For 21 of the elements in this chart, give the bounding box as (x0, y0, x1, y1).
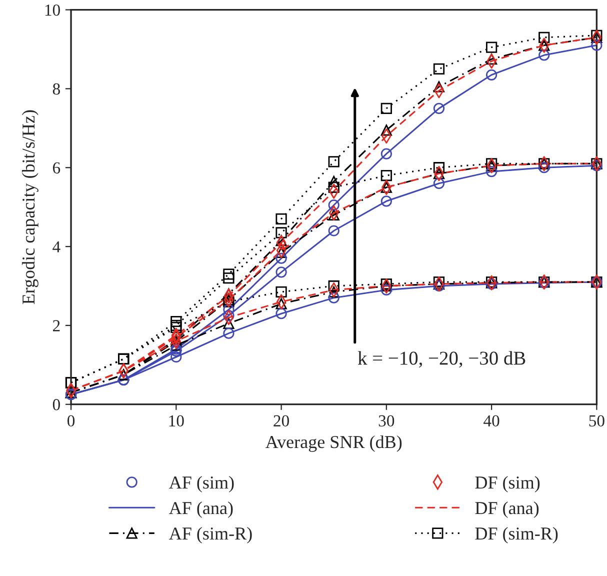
legend-label: AF (ana) (169, 501, 233, 518)
y-axis-title: Ergodic capacity (bit/s/Hz) (22, 110, 38, 304)
y-tick-label: 0 (52, 399, 60, 410)
x-tick-label: 20 (274, 415, 289, 426)
x-tick-label: 10 (169, 415, 184, 426)
legend-label: AF (sim) (169, 476, 234, 492)
legend-label: DF (sim-R) (475, 526, 558, 544)
y-tick-label: 8 (52, 83, 60, 95)
x-tick-label: 0 (67, 415, 75, 426)
y-tick-label: 10 (45, 4, 60, 16)
x-axis-title: Average SNR (dB) (265, 435, 402, 452)
legend-label: DF (ana) (475, 501, 539, 518)
legend-label: DF (sim) (475, 476, 540, 492)
y-tick-label: 4 (52, 241, 60, 252)
legend-label: AF (sim-R) (169, 526, 252, 544)
annotation: k = −10, −20, −30 dB (358, 351, 526, 368)
x-tick-label: 30 (378, 415, 394, 426)
y-tick-label: 2 (53, 320, 60, 332)
y-tick-label: 6 (52, 162, 60, 174)
x-tick-label: 50 (589, 415, 604, 426)
x-tick-label: 40 (484, 415, 500, 426)
